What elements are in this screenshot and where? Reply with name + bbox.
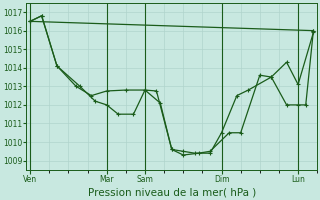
X-axis label: Pression niveau de la mer( hPa ): Pression niveau de la mer( hPa ) bbox=[88, 187, 256, 197]
